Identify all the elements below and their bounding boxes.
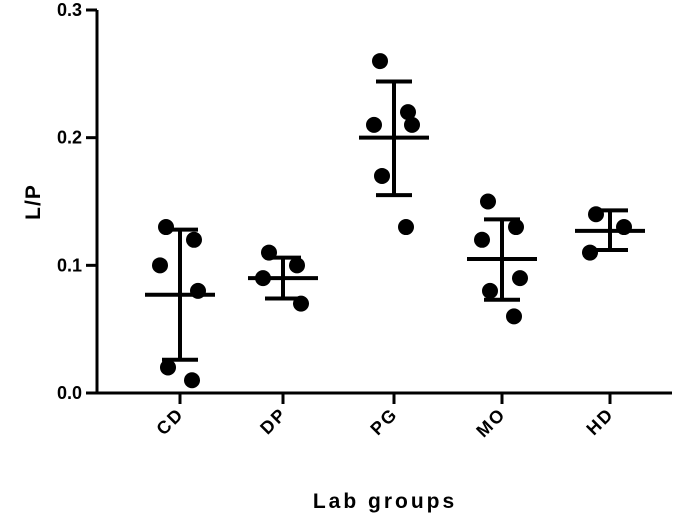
data-point — [190, 282, 206, 299]
data-point — [404, 116, 420, 133]
group-dp — [248, 244, 318, 312]
data-point — [616, 219, 632, 236]
data-point — [372, 53, 388, 70]
data-point — [474, 231, 490, 248]
data-marks — [145, 53, 645, 389]
x-ticks: CD DP PG MO HD — [152, 393, 618, 441]
data-point — [289, 257, 305, 274]
data-point — [152, 257, 168, 274]
data-point — [506, 308, 522, 325]
group-cd — [145, 219, 215, 389]
data-point — [512, 270, 528, 287]
axes — [95, 10, 672, 395]
y-tick-label: 0.0 — [57, 383, 82, 403]
x-tick-label: PG — [366, 404, 401, 439]
data-point — [186, 231, 202, 248]
x-axis-title: Lab groups — [313, 490, 457, 513]
y-tick-label: 0.1 — [57, 255, 82, 275]
data-point — [482, 282, 498, 299]
x-tick-label: MO — [472, 404, 509, 441]
y-axis-title: L/P — [22, 184, 45, 220]
data-point — [400, 104, 416, 121]
data-point — [588, 206, 604, 223]
data-point — [158, 219, 174, 236]
data-point — [293, 295, 309, 312]
group-hd — [575, 206, 645, 261]
x-tick-label: DP — [256, 404, 291, 439]
data-point — [374, 167, 390, 184]
data-point — [366, 116, 382, 133]
data-point — [398, 219, 414, 236]
data-point — [184, 372, 200, 389]
x-tick-label: CD — [152, 404, 187, 439]
y-ticks: 0.0 0.1 0.2 0.3 — [57, 0, 97, 403]
data-point — [508, 219, 524, 236]
x-tick-label: HD — [582, 404, 617, 439]
group-mo — [467, 193, 537, 325]
data-point — [582, 244, 598, 261]
data-point — [480, 193, 496, 210]
group-pg — [359, 53, 429, 236]
data-point — [261, 244, 277, 261]
data-point — [255, 270, 271, 287]
y-tick-label: 0.2 — [57, 128, 82, 148]
data-point — [160, 359, 176, 376]
y-tick-label: 0.3 — [57, 0, 82, 20]
